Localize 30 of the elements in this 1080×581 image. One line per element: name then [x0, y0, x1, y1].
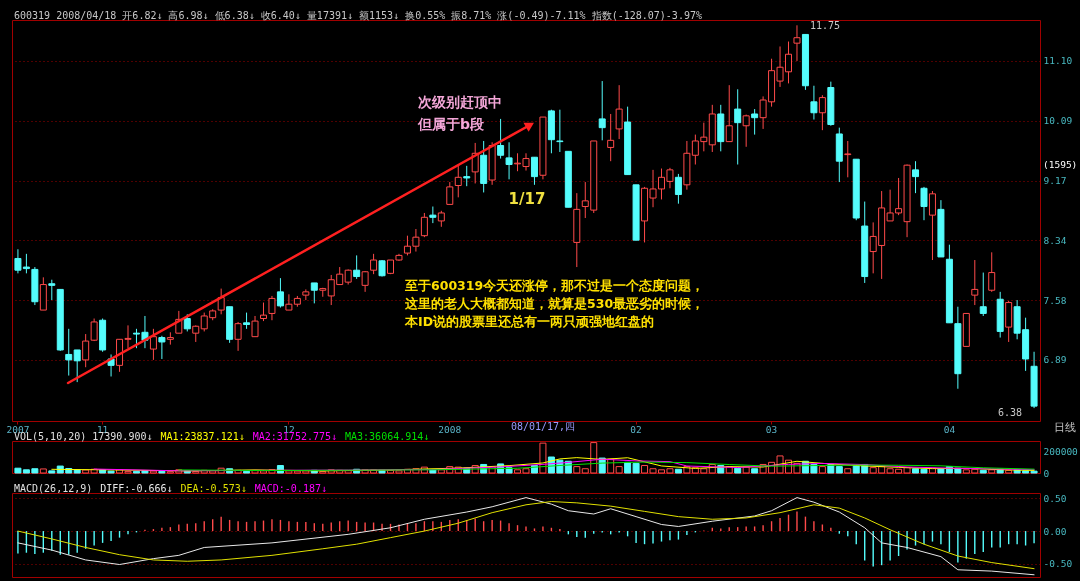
x-tick-label: 2008	[438, 423, 462, 435]
y-tick-label: -0.50	[1043, 558, 1073, 570]
text: MACD:-0.187↓	[254, 482, 327, 494]
annotation: 6.38	[997, 407, 1022, 418]
y-tick-label: 200000	[1043, 446, 1079, 458]
text: (1595)	[1043, 159, 1078, 170]
text: DIFF:-0.666↓	[100, 482, 173, 494]
x-tick-label: 02	[630, 423, 642, 435]
annotation: 1/17	[508, 190, 546, 208]
annotation: 次级别赶顶中但属于b段	[417, 94, 502, 132]
x-tick-label: 03	[765, 423, 778, 435]
y-tick-label: 8.34	[1043, 234, 1067, 246]
text: DEA:-0.573↓	[180, 482, 247, 494]
chart-title: 600319 2008/04/18 开6.82↓ 高6.98↓ 低6.38↓ 收6.40↓ 量17391↓ 额1153↓ 换0.55% 振8.71% 涨(-0.49)-7.11% 指数(-128.07)-3.97%	[14, 9, 702, 21]
annotation: 11.75	[810, 20, 841, 31]
text: MA1:23837.121↓	[160, 430, 245, 442]
y-tick-label: 9.17	[1043, 175, 1067, 187]
y-tick-label: 11.10	[1043, 55, 1073, 67]
text: MA3:36064.914↓	[345, 430, 430, 442]
annotation: 08/01/17,四	[510, 421, 576, 432]
chart-title: MACD(26,12,9)	[14, 482, 93, 494]
y-tick-label: 10.09	[1043, 115, 1073, 127]
annotation: 至于600319今天还涨停，那不过是一个态度问题，这里的老人大概都知道，就算是530最恶劣的时候，本ID说的股票里还总有一两只顽强地红盘的	[404, 278, 705, 329]
y-tick-label: 7.58	[1043, 294, 1067, 306]
y-tick-label: 0.50	[1043, 492, 1067, 504]
text: 日线	[1054, 421, 1076, 434]
y-tick-label: 0.00	[1043, 525, 1067, 537]
y-tick-label: 6.89	[1043, 354, 1067, 366]
x-tick-label: 04	[943, 423, 956, 435]
y-tick-label: 0	[1043, 467, 1050, 479]
